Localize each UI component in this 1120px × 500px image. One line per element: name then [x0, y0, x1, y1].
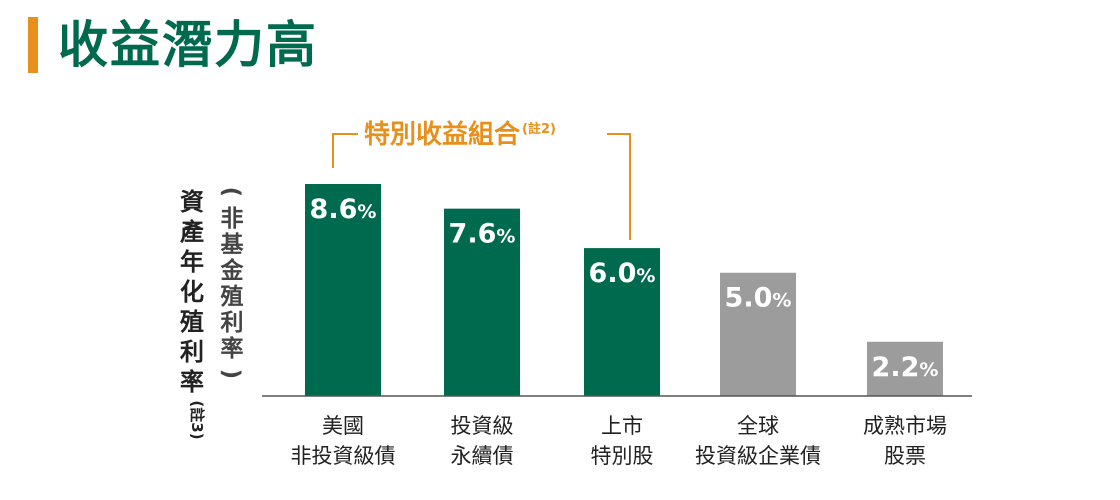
bar-value-label: 6.0% — [589, 258, 656, 289]
svg-text:利: 利 — [180, 338, 204, 366]
bracket-left-line — [332, 133, 358, 168]
bar — [720, 272, 796, 396]
special-income-bracket: 特別收益組合 (註2) — [332, 119, 631, 240]
svg-text:率: 率 — [221, 335, 244, 362]
svg-text:利: 利 — [221, 310, 244, 336]
svg-text:(: ( — [218, 187, 244, 198]
bar — [584, 248, 660, 396]
svg-text:殖: 殖 — [180, 308, 204, 336]
x-tick-label: 投資級永續債 — [451, 414, 514, 468]
svg-text:殖: 殖 — [221, 284, 244, 310]
x-tick-label: 全球投資級企業債 — [695, 414, 821, 468]
svg-text:金: 金 — [220, 257, 245, 284]
bracket-right-line — [607, 133, 631, 240]
title-accent-bar — [28, 17, 38, 73]
bar — [305, 184, 381, 396]
svg-text:化: 化 — [180, 278, 204, 306]
x-tick-label: 上市特別股 — [591, 414, 654, 468]
bar-value-label: 2.2% — [872, 352, 939, 383]
svg-text:): ) — [218, 369, 244, 380]
x-tick-label: 美國非投資級債 — [291, 414, 396, 468]
bar-value-label: 8.6% — [310, 194, 377, 225]
title-block: 收益潛力高 — [28, 14, 318, 76]
svg-text:產: 產 — [180, 218, 204, 246]
svg-text:非: 非 — [221, 206, 244, 232]
svg-text:年: 年 — [180, 248, 204, 276]
svg-text:基: 基 — [221, 232, 245, 258]
page-title: 收益潛力高 — [58, 16, 318, 74]
bars-group: 8.6% 7.6% 6.0% 5.0% 2.2% — [305, 184, 943, 396]
svg-text:資: 資 — [180, 188, 204, 216]
bar — [444, 208, 520, 396]
bar-value-label: 5.0% — [725, 283, 792, 314]
y-axis-note: (註3) — [188, 400, 206, 439]
x-tick-label: 成熟市場股票 — [863, 414, 947, 468]
bar-value-label: 7.6% — [449, 219, 516, 250]
svg-text:率: 率 — [180, 368, 204, 396]
bar — [867, 341, 943, 396]
bracket-label: 特別收益組合 (註2) — [364, 119, 556, 150]
